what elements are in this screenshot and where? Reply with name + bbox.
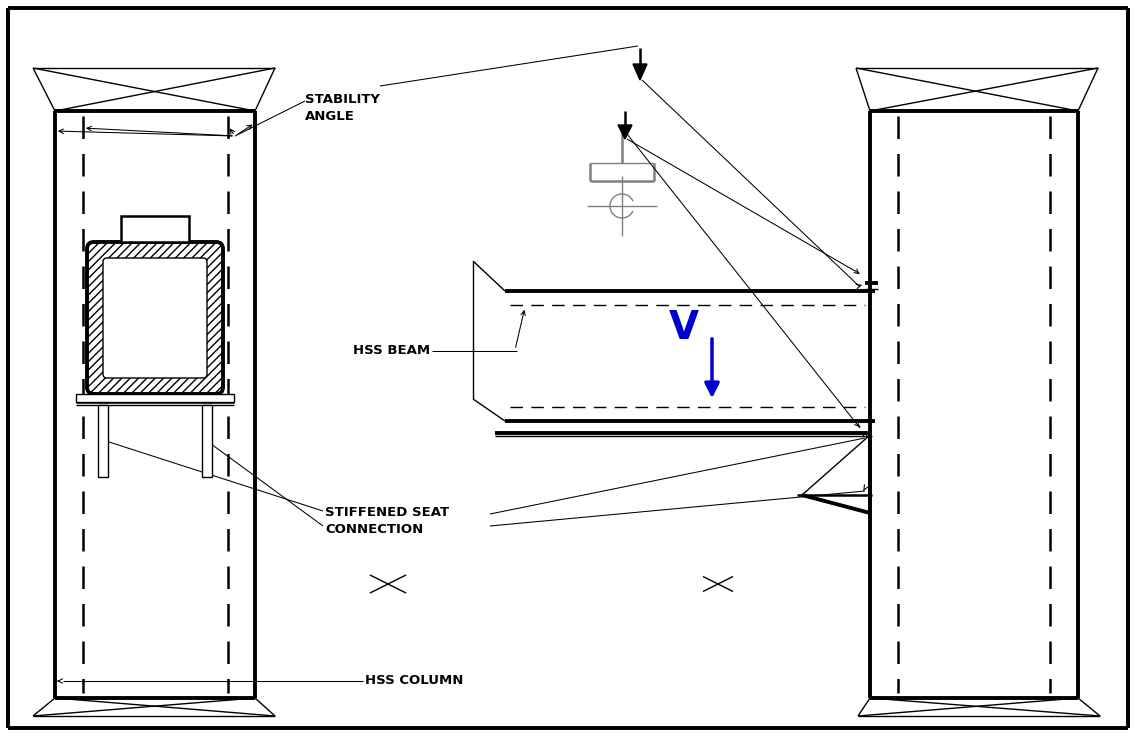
Text: HSS COLUMN: HSS COLUMN xyxy=(365,674,463,687)
Polygon shape xyxy=(618,125,632,139)
Bar xyxy=(76,394,234,402)
Text: STIFFENED SEAT
CONNECTION: STIFFENED SEAT CONNECTION xyxy=(325,506,449,536)
Polygon shape xyxy=(633,64,648,80)
FancyBboxPatch shape xyxy=(103,258,207,378)
FancyBboxPatch shape xyxy=(87,242,223,394)
Bar xyxy=(98,405,108,477)
Bar xyxy=(202,405,212,477)
Text: V: V xyxy=(669,309,699,347)
Text: STABILITY
ANGLE: STABILITY ANGLE xyxy=(304,93,381,123)
Text: HSS BEAM: HSS BEAM xyxy=(353,344,431,358)
Bar xyxy=(122,216,189,242)
